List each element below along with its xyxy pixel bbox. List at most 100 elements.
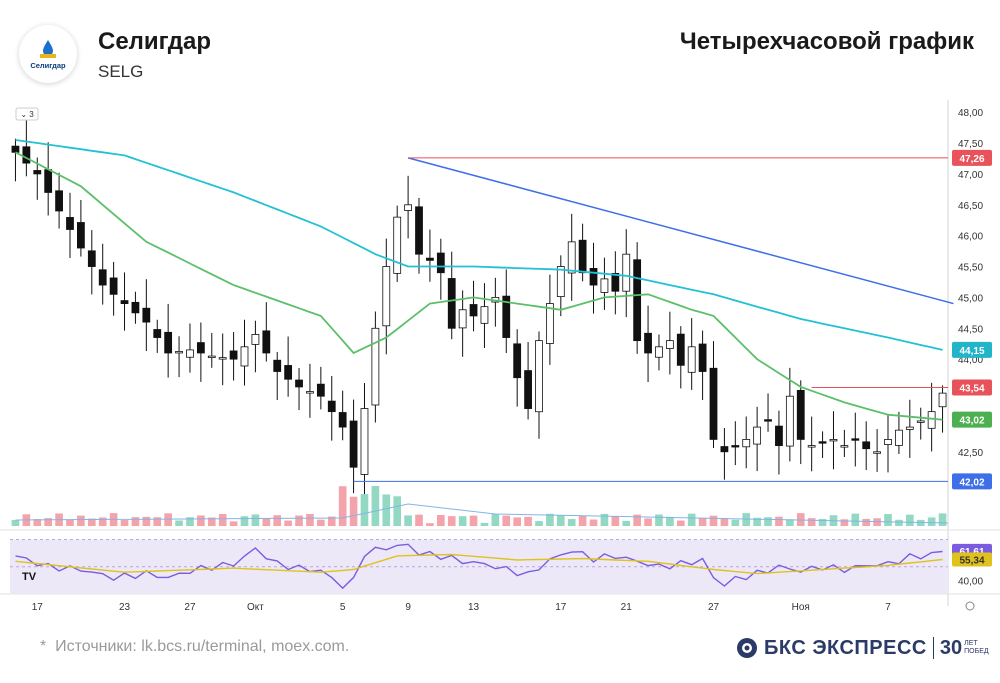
candle	[196, 342, 205, 354]
candle	[524, 370, 532, 409]
x-tick-label: Окт	[247, 602, 264, 613]
candle	[622, 253, 631, 292]
volume-bar	[87, 518, 96, 526]
volume-bar	[371, 486, 380, 526]
volume-bar	[644, 518, 652, 526]
volume-bar	[240, 516, 249, 526]
candle	[284, 365, 293, 380]
brand-circle-icon	[737, 638, 757, 658]
volume-bar	[11, 520, 20, 526]
ticker-symbol: SELG	[98, 62, 144, 81]
brand-name: БКС ЭКСПРЕСС	[764, 636, 927, 659]
volume-bar	[393, 496, 402, 526]
candle	[153, 329, 162, 338]
volume-bar	[437, 515, 445, 526]
level-label-bg	[952, 379, 992, 396]
volume-bar	[895, 519, 903, 526]
candle	[327, 400, 336, 413]
x-tick-label: 27	[708, 602, 720, 613]
rsi-label: 61,61	[959, 547, 984, 558]
candle	[262, 330, 271, 354]
volume-bar	[306, 513, 314, 526]
candle	[295, 379, 303, 388]
level-label: 47,26	[959, 154, 984, 165]
candle	[458, 309, 467, 329]
y-tick-label: 47,50	[958, 139, 983, 150]
ma-label: 44,15	[959, 346, 984, 357]
candle	[360, 408, 369, 475]
candle	[807, 445, 816, 448]
x-tick-label: Ноя	[792, 602, 810, 613]
level-label: 43,54	[959, 384, 984, 395]
candle	[382, 266, 391, 327]
level-label: 42,02	[959, 477, 984, 488]
volume-bar	[687, 513, 696, 526]
y-tick-label: 46,50	[958, 201, 983, 212]
indicator-toggle-button[interactable]	[15, 107, 39, 121]
volume-bar	[807, 518, 816, 526]
volume-bar	[317, 519, 325, 526]
candle	[109, 277, 118, 295]
candle	[55, 190, 63, 212]
volume-bar	[33, 519, 42, 526]
volume-bar	[862, 518, 871, 526]
source-text: Источники: lk.bcs.ru/terminal, moex.com.	[55, 638, 350, 655]
volume-bar	[851, 513, 860, 526]
candle	[742, 439, 751, 448]
candle	[371, 327, 380, 406]
logo-drop-icon	[40, 40, 56, 58]
volume-bar	[218, 514, 227, 526]
candle	[785, 395, 794, 447]
chart-title: Четырехчасовой график	[679, 28, 974, 55]
brand-tagline-2: ПОБЕД	[964, 648, 989, 655]
x-tick-label: 5	[340, 602, 346, 613]
candle	[77, 222, 85, 249]
volume-bar	[175, 520, 183, 526]
volume-bar	[513, 517, 521, 526]
volume-bar	[622, 520, 631, 526]
candle	[764, 419, 772, 422]
candle	[665, 340, 674, 349]
x-axis: 17 23 27 Окт 5 9 13 17 21 27 Ноя 7	[32, 602, 892, 613]
volume-bar	[164, 513, 172, 526]
volume-bar	[338, 486, 347, 526]
candle	[120, 300, 129, 304]
candle	[404, 204, 412, 211]
rsi-label-bg	[952, 552, 992, 567]
volume-bar	[327, 516, 336, 526]
candle	[655, 346, 663, 358]
candle	[818, 441, 827, 444]
y-tick-label: 44,00	[958, 355, 983, 366]
candle	[142, 307, 151, 323]
rsi-tick-label: 40,00	[958, 576, 983, 587]
candle	[447, 278, 456, 329]
volume-bar	[818, 518, 827, 526]
candle	[11, 145, 20, 153]
volume-bar	[556, 515, 565, 526]
volume-bar	[731, 519, 740, 526]
candle	[338, 412, 347, 428]
volume-bar	[120, 519, 129, 526]
volume-bar	[873, 518, 881, 526]
volume-bar	[426, 523, 434, 526]
volume-bar	[884, 514, 892, 526]
volume-bar	[775, 516, 783, 526]
candle	[862, 441, 871, 450]
volume-bar	[284, 520, 292, 526]
candle	[513, 343, 522, 379]
volume-bar	[655, 514, 663, 526]
volume-bars	[11, 486, 947, 526]
candle	[927, 411, 936, 429]
candle	[600, 278, 609, 293]
source-asterisk: *	[40, 638, 47, 655]
brand-years: 30	[939, 636, 963, 659]
price-chart[interactable]: 48,00 47,50 47,00 46,50 46,00 45,50 45,00 44,50…	[0, 100, 1000, 620]
candle	[589, 267, 598, 286]
trend-line	[407, 157, 954, 305]
candle	[87, 250, 96, 267]
candle	[22, 146, 31, 164]
candle	[720, 446, 729, 453]
volume-bar	[77, 515, 85, 526]
candle	[644, 332, 652, 354]
indicator-count: ⌄ 3	[20, 110, 34, 119]
